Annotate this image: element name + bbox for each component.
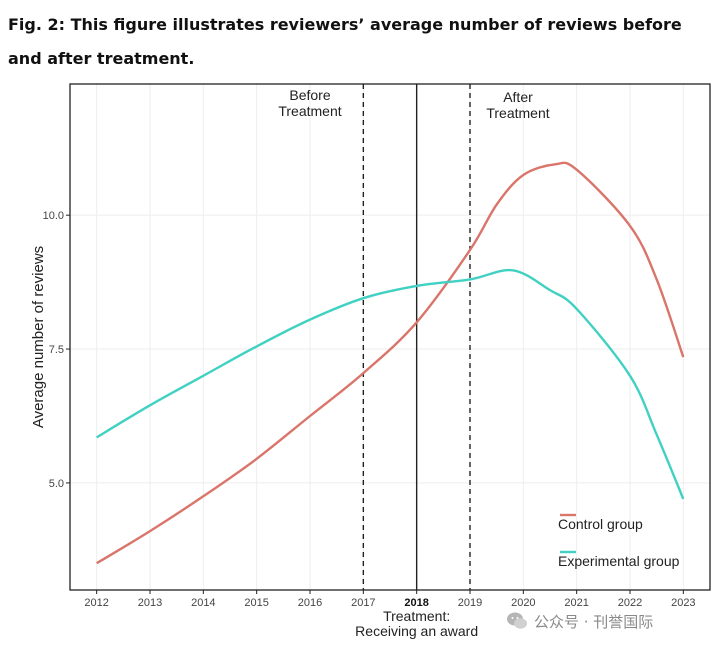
y-tick-label: 7.5 — [49, 344, 64, 356]
series-line-experimental-group — [96, 268, 685, 500]
x-tick-label: 2022 — [618, 597, 642, 609]
plot-frame — [69, 83, 711, 591]
x-tick-label: 2023 — [671, 597, 695, 609]
legend-label-control-group: Control group — [558, 516, 643, 532]
watermark: 公众号 · 刊誉国际 — [506, 610, 653, 632]
x-tick-label: 2017 — [351, 597, 375, 609]
x-tick-label: 2020 — [511, 597, 535, 609]
x-tick-label: 2012 — [84, 597, 108, 609]
reference-label: After Treatment — [486, 89, 549, 121]
reference-label: Before Treatment — [278, 87, 341, 119]
x-tick-label: 2013 — [138, 597, 162, 609]
x-tick-label: 2016 — [298, 597, 322, 609]
x-tick-label: 2019 — [458, 597, 482, 609]
series-line-control-group — [96, 161, 685, 565]
y-tick-label: 10.0 — [43, 210, 64, 222]
x-tick-label: 2021 — [564, 597, 588, 609]
y-tick-label: 5.0 — [49, 478, 64, 490]
x-axis-title: Treatment: Receiving an award — [355, 608, 478, 639]
x-tick-label: 2018 — [404, 597, 428, 609]
y-axis-title: Average number of reviews — [30, 246, 47, 428]
wechat-icon — [507, 612, 527, 629]
figure-caption: Fig. 2: This figure illustrates reviewer… — [8, 15, 682, 68]
legend-label-experimental-group: Experimental group — [558, 553, 680, 569]
watermark-text: 公众号 · 刊誉国际 — [534, 612, 654, 631]
x-tick-label: 2014 — [191, 597, 215, 609]
x-tick-label: 2015 — [244, 597, 268, 609]
